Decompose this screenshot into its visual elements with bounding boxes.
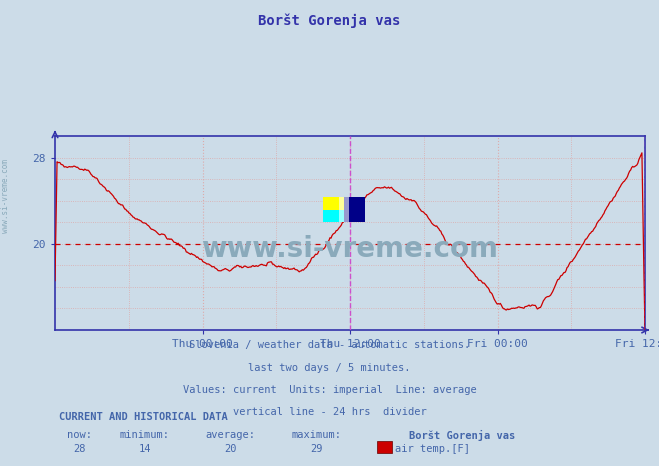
Polygon shape [339, 197, 349, 222]
Text: CURRENT AND HISTORICAL DATA: CURRENT AND HISTORICAL DATA [59, 412, 228, 422]
Text: Slovenia / weather data - automatic stations.: Slovenia / weather data - automatic stat… [189, 340, 470, 350]
Text: 28: 28 [73, 444, 85, 453]
Polygon shape [324, 210, 344, 222]
Text: Values: current  Units: imperial  Line: average: Values: current Units: imperial Line: av… [183, 385, 476, 395]
Text: 29: 29 [310, 444, 322, 453]
Text: 20: 20 [225, 444, 237, 453]
Text: Boršt Gorenja vas: Boršt Gorenja vas [409, 430, 515, 441]
Text: minimum:: minimum: [120, 430, 170, 439]
Text: www.si-vreme.com: www.si-vreme.com [202, 234, 498, 262]
Text: average:: average: [206, 430, 256, 439]
Text: vertical line - 24 hrs  divider: vertical line - 24 hrs divider [233, 407, 426, 417]
Polygon shape [344, 197, 364, 222]
Text: 14: 14 [139, 444, 151, 453]
Polygon shape [324, 197, 344, 210]
Text: last two days / 5 minutes.: last two days / 5 minutes. [248, 363, 411, 372]
Text: www.si-vreme.com: www.si-vreme.com [1, 159, 10, 233]
Text: air temp.[F]: air temp.[F] [395, 444, 471, 453]
Text: Boršt Gorenja vas: Boršt Gorenja vas [258, 14, 401, 28]
Text: maximum:: maximum: [291, 430, 341, 439]
Text: now:: now: [67, 430, 92, 439]
